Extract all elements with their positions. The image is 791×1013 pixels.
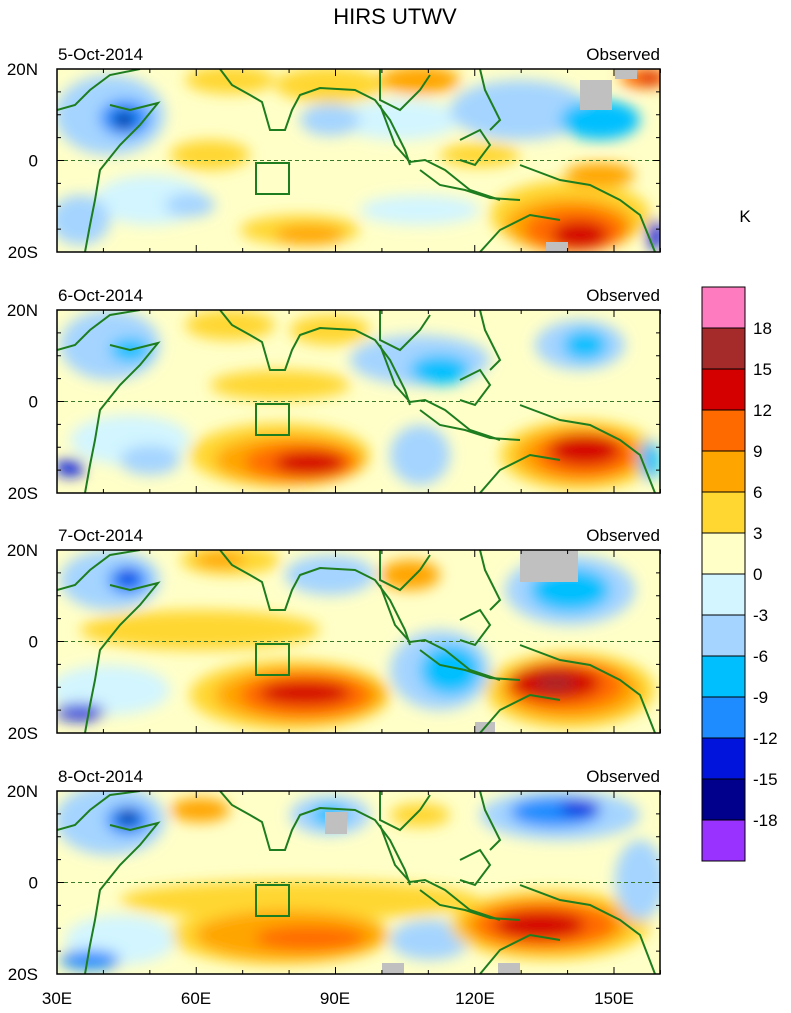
panel-4-region-box — [255, 884, 290, 917]
panel-4: 8-Oct-2014 Observed — [56, 767, 661, 975]
panel-1-field — [57, 69, 660, 252]
panel-4-field — [57, 791, 660, 974]
colorbar-segment — [701, 491, 746, 534]
colorbar-segment — [701, 450, 746, 493]
y-tick-label: 20S — [8, 965, 38, 984]
panel-2-label: Observed — [586, 286, 660, 305]
panel-4-label: Observed — [586, 767, 660, 786]
colorbar-label: 0 — [753, 565, 762, 584]
x-tick-label: 150E — [594, 989, 634, 1008]
colorbar-label: 12 — [753, 401, 772, 420]
y-tick-label: 20N — [7, 301, 38, 320]
colorbar-label: -15 — [753, 770, 778, 789]
y-axis-labels: 20N 0 20S 20N 0 20S 20N 0 20S 20N 0 20S — [7, 60, 38, 984]
colorbar-segment — [701, 819, 746, 862]
y-tick-label: 20N — [7, 60, 38, 79]
y-tick-label: 0 — [29, 633, 38, 652]
panel-1-date: 5-Oct-2014 — [58, 45, 143, 64]
colorbar-label: 3 — [753, 524, 762, 543]
colorbar-label: -18 — [753, 811, 778, 830]
x-tick-label: 30E — [42, 989, 72, 1008]
colorbar-label: -3 — [753, 606, 768, 625]
colorbar-segment — [701, 614, 746, 657]
panel-2-region-box — [255, 403, 290, 436]
y-tick-label: 0 — [29, 152, 38, 171]
figure-title: HIRS UTWV — [333, 4, 457, 29]
colorbar-label: -12 — [753, 729, 778, 748]
panel-1-label: Observed — [586, 45, 660, 64]
y-tick-label: 0 — [29, 874, 38, 893]
panel-4-date: 8-Oct-2014 — [58, 767, 143, 786]
colorbar-segment — [701, 327, 746, 370]
panel-3-label: Observed — [586, 526, 660, 545]
colorbar-segment — [701, 286, 746, 329]
panel-1: 5-Oct-2014 Observed — [56, 45, 661, 253]
colorbar-segment — [701, 409, 746, 452]
colorbar-label: 15 — [753, 360, 772, 379]
panel-2-field — [57, 310, 660, 493]
y-tick-label: 20S — [8, 243, 38, 262]
colorbar-segment — [701, 696, 746, 739]
colorbar: 18 15 12 9 6 3 0 -3 -6 -9 -12 -15 -18 — [701, 286, 778, 862]
colorbar-segment — [701, 532, 746, 575]
y-tick-label: 20S — [8, 724, 38, 743]
x-tick-label: 120E — [455, 989, 495, 1008]
x-axis: 30E 60E 90E 120E 150E — [42, 989, 634, 1008]
panel-2: 6-Oct-2014 Observed — [56, 286, 661, 494]
y-tick-label: 20S — [8, 484, 38, 503]
y-tick-label: 0 — [29, 393, 38, 412]
colorbar-label: -9 — [753, 688, 768, 707]
panel-1-region-box — [255, 162, 290, 195]
y-tick-label: 20N — [7, 541, 38, 560]
panel-3-date: 7-Oct-2014 — [58, 526, 143, 545]
colorbar-segment — [701, 655, 746, 698]
colorbar-segment — [701, 778, 746, 821]
colorbar-label: 6 — [753, 483, 762, 502]
panel-2-date: 6-Oct-2014 — [58, 286, 143, 305]
colorbar-label: -6 — [753, 647, 768, 666]
colorbar-label: 18 — [753, 319, 772, 338]
colorbar-label: 9 — [753, 442, 762, 461]
panel-3-field — [57, 550, 660, 733]
axis-ticks — [56, 68, 661, 975]
y-tick-label: 20N — [7, 782, 38, 801]
x-tick-label: 60E — [181, 989, 211, 1008]
x-tick-label: 90E — [320, 989, 350, 1008]
colorbar-segment — [701, 737, 746, 780]
colorbar-unit: K — [739, 207, 751, 226]
panel-3: 7-Oct-2014 Observed — [56, 526, 661, 734]
panel-3-region-box — [255, 643, 290, 676]
colorbar-segment — [701, 368, 746, 411]
colorbar-segment — [701, 573, 746, 616]
